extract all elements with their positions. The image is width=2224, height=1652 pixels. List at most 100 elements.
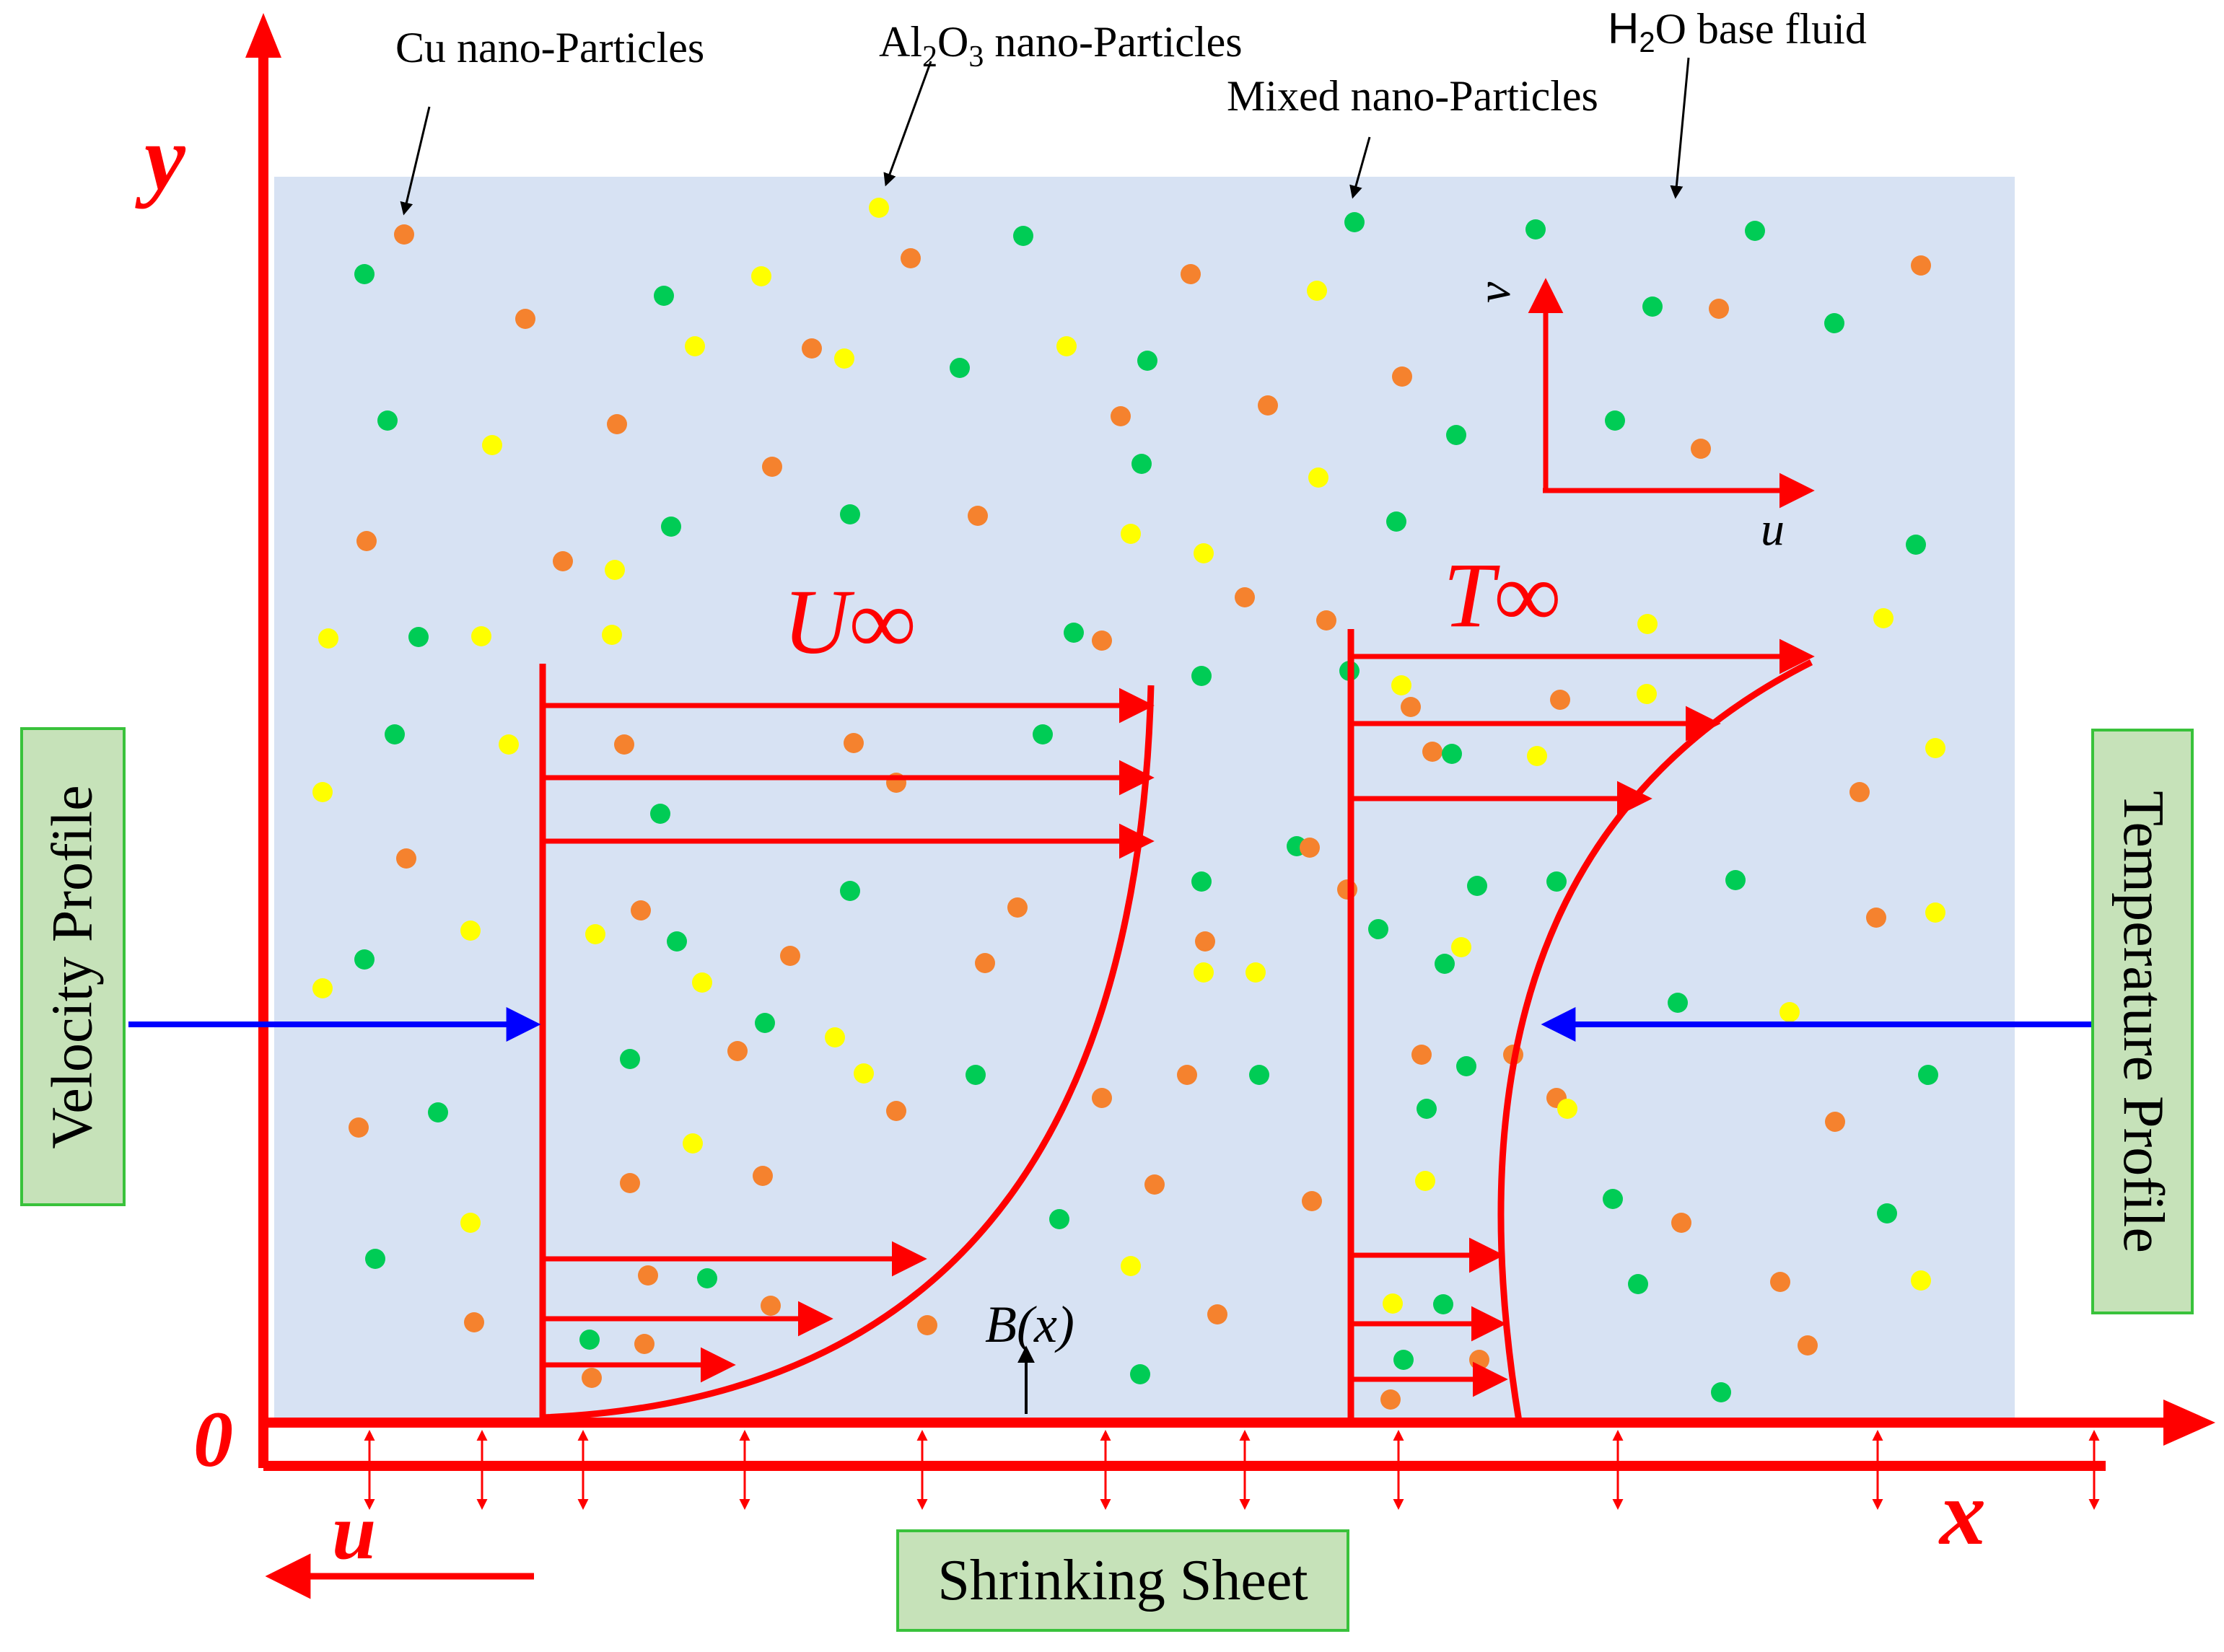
mixed-particle (1130, 1364, 1150, 1384)
al2o3-particle (683, 1133, 703, 1154)
h2o-label: H2O base fluid (1608, 4, 1867, 58)
cu-particle (1798, 1335, 1818, 1356)
mixed-particle (966, 1065, 986, 1085)
mixed-particle (1824, 313, 1844, 333)
al2o3-particle (1308, 467, 1328, 488)
al2o3-particle (605, 560, 625, 580)
mixed-particle (620, 1049, 640, 1069)
al2o3-particle (1873, 608, 1894, 628)
bx-label: B(x) (985, 1296, 1074, 1353)
cu-particle (917, 1315, 937, 1335)
cu-particle (1092, 631, 1112, 651)
cu-particle (1302, 1191, 1322, 1211)
cu-particle (634, 1334, 654, 1354)
mixed-particle (1368, 919, 1388, 939)
mixed-particle (1877, 1203, 1897, 1223)
mixed-particle (1442, 744, 1462, 764)
cu-particle (394, 224, 414, 245)
al2o3-particle (602, 625, 622, 645)
temperature-profile-label: Temperature Profile (2111, 790, 2175, 1253)
cu-particle (356, 531, 377, 551)
cu-particle (631, 900, 651, 921)
cu-particle (607, 414, 627, 434)
mixed-particle (1918, 1065, 1938, 1085)
mixed-particle (1137, 351, 1157, 371)
al2o3-particle (585, 924, 605, 944)
mixed-particle (1628, 1274, 1648, 1294)
al2o3-particle (1925, 738, 1945, 758)
cu-particle (780, 946, 800, 966)
al2o3-particle (1121, 1256, 1141, 1276)
cu-particle (638, 1265, 658, 1286)
cu-particle (1411, 1045, 1432, 1065)
cu-particle (1111, 406, 1131, 426)
al2o3-particle (825, 1027, 845, 1047)
al2o3-label: Al2O3 nano-Particles (879, 18, 1243, 74)
cu-particle (1258, 395, 1278, 416)
cu-particle (1235, 587, 1255, 607)
mixed-particle (1668, 993, 1688, 1013)
cu-particle (1691, 439, 1711, 459)
x-axis-arrowhead (2163, 1400, 2215, 1446)
al2o3-particle (1925, 902, 1945, 923)
cu-particle (1911, 255, 1931, 276)
mixed-particle (408, 627, 429, 647)
al2o3-particle (751, 266, 771, 286)
al2o3-particle (692, 972, 712, 993)
cu-particle (1144, 1174, 1165, 1195)
cu-particle (582, 1368, 602, 1388)
mixed-particle (377, 410, 398, 431)
y-axis-arrowhead (245, 13, 281, 58)
cu-particle (553, 551, 573, 571)
cu-particle (975, 953, 995, 973)
cu-particle (753, 1166, 773, 1186)
cu-particle (844, 733, 864, 753)
cu-particle (901, 248, 921, 268)
cu-particle (1866, 908, 1886, 928)
al2o3-particle (834, 348, 854, 369)
mixed-particle (365, 1249, 385, 1269)
velocity-profile-diagram (539, 664, 1155, 1421)
temperature-profile-box: Temperature Profile (2091, 729, 2194, 1314)
cu-particle (1849, 782, 1870, 802)
shrinking-sheet-label: Shrinking Sheet (937, 1548, 1308, 1612)
mixed-particle (667, 931, 687, 952)
cu-particle (1380, 1389, 1401, 1410)
al2o3-particle (460, 1213, 481, 1233)
al2o3-particle (869, 198, 889, 218)
mixed-particle (1131, 454, 1152, 474)
mixed-particle (1906, 535, 1926, 555)
mixed-particle (1386, 511, 1406, 532)
al2o3-particle (1391, 675, 1411, 695)
mixed-particle (755, 1013, 775, 1033)
cu-particle (802, 338, 822, 359)
al2o3-particle (482, 435, 502, 455)
al2o3-particle (1637, 614, 1658, 634)
mixed-particle (428, 1102, 448, 1122)
al2o3-particle (1451, 937, 1471, 957)
al2o3-particle (312, 782, 333, 802)
mixed-particle (1393, 1350, 1414, 1370)
cu-particle (396, 848, 416, 869)
cu-particle (761, 1296, 781, 1316)
mixed-particle (1013, 226, 1033, 246)
al2o3-particle (1245, 962, 1266, 983)
cu-particle (1770, 1272, 1790, 1292)
cu-particle (1316, 610, 1336, 631)
mixed-particle (1417, 1099, 1437, 1119)
velocity-curve (542, 685, 1155, 1421)
mixed-particle (697, 1268, 717, 1288)
mixed-particle (385, 724, 405, 744)
cu-particle (1195, 931, 1215, 952)
u-bottom-label: u (332, 1488, 376, 1576)
al2o3-particle (318, 628, 338, 649)
u-small-label: u (1761, 503, 1785, 555)
cu-particle (1392, 366, 1412, 387)
mixed-particle (1049, 1209, 1069, 1229)
mixed-particle (1435, 954, 1455, 974)
u-infinity-label: U∞ (783, 571, 916, 673)
mixed-particle (1605, 410, 1625, 431)
velocity-profile-label: Velocity Profile (40, 784, 105, 1149)
